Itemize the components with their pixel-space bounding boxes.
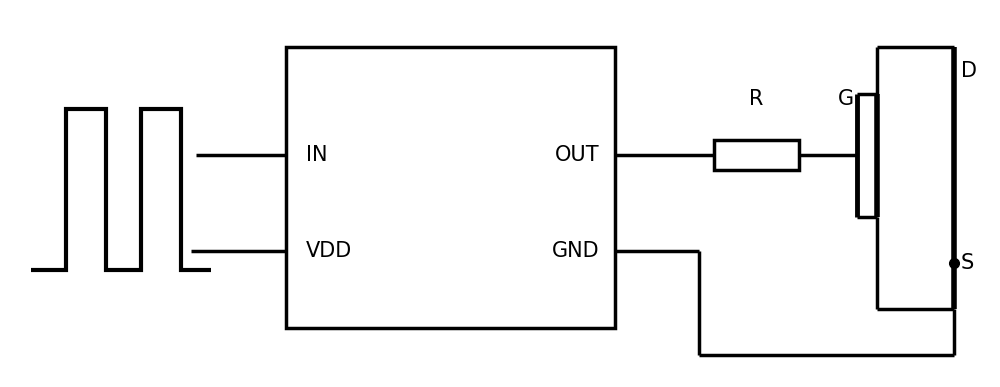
Text: IN: IN bbox=[306, 145, 327, 165]
Text: VDD: VDD bbox=[306, 241, 352, 261]
Text: D: D bbox=[961, 60, 977, 80]
Text: OUT: OUT bbox=[555, 145, 600, 165]
Bar bbox=[286, 48, 615, 328]
Text: G: G bbox=[838, 89, 854, 109]
Text: R: R bbox=[749, 89, 763, 109]
Text: S: S bbox=[961, 253, 974, 273]
Bar bbox=[714, 140, 799, 170]
Text: GND: GND bbox=[552, 241, 600, 261]
